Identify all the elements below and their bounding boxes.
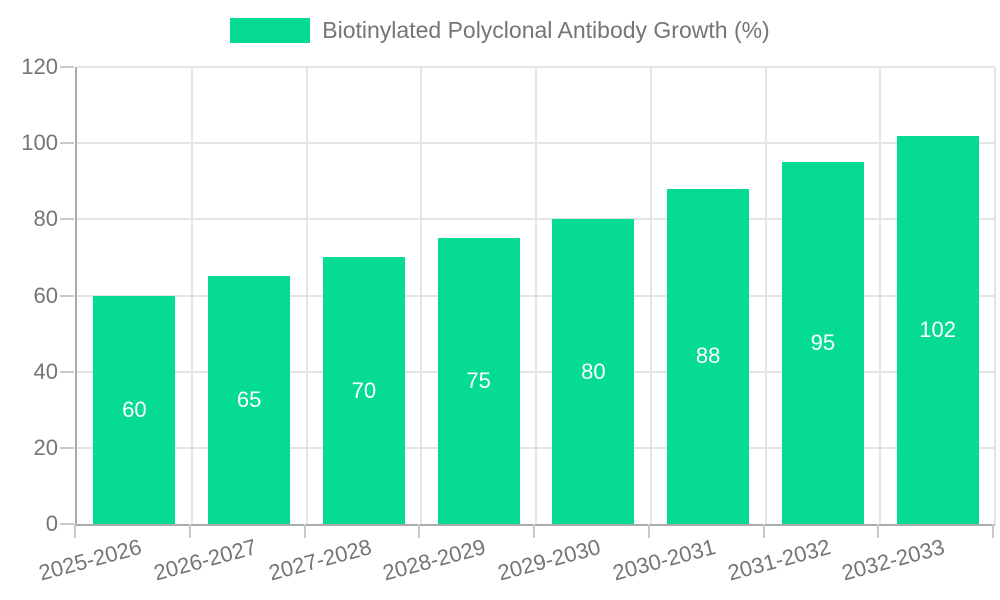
bar-value-label: 102 — [919, 316, 956, 342]
gridline-vertical — [764, 67, 767, 524]
y-axis-tick-mark — [60, 218, 74, 221]
gridline-vertical — [190, 67, 193, 524]
y-axis-tick-label: 0 — [45, 511, 58, 536]
bar[interactable]: 95 — [781, 162, 864, 524]
x-axis-tick-mark — [188, 524, 191, 538]
bar[interactable]: 80 — [552, 219, 635, 524]
plot-area: 60 65 70 75 80 88 95 102 — [75, 66, 996, 526]
bar-value-label: 95 — [810, 330, 836, 356]
x-axis-tick-mark — [418, 524, 421, 538]
y-axis-tick-label: 80 — [33, 206, 58, 232]
legend[interactable]: Biotinylated Polyclonal Antibody Growth … — [0, 17, 1000, 44]
y-axis-tick-mark — [60, 142, 74, 145]
y-axis-tick-mark — [60, 66, 74, 68]
x-axis-tick-label: 2027-2028 — [265, 534, 374, 586]
y-axis-tick-label: 60 — [33, 282, 58, 308]
gridline-vertical — [879, 67, 882, 524]
gridline-vertical — [420, 67, 423, 524]
x-axis-tick-mark — [533, 524, 535, 538]
bar-value-label: 60 — [122, 396, 147, 422]
bar[interactable]: 70 — [322, 257, 405, 524]
x-axis-tick-label: 2032-2033 — [839, 534, 948, 586]
bar-value-label: 80 — [581, 358, 606, 384]
x-axis-tick-mark — [303, 524, 306, 538]
y-axis-tick-label: 100 — [21, 130, 58, 156]
x-axis-tick-mark — [992, 524, 994, 538]
y-axis-tick-mark — [60, 446, 74, 449]
y-axis-tick-mark — [60, 370, 74, 373]
x-axis-tick-label: 2031-2032 — [724, 534, 833, 586]
y-axis-tick-label: 20 — [33, 434, 58, 460]
bar[interactable]: 60 — [93, 295, 176, 524]
gridline-vertical — [649, 67, 652, 524]
gridline-vertical — [535, 67, 537, 524]
y-axis-tick-mark — [60, 294, 74, 297]
bar-value-label: 70 — [351, 377, 377, 403]
gridline-vertical — [994, 67, 996, 524]
x-axis-tick-label: 2030-2031 — [609, 534, 719, 586]
legend-swatch — [230, 18, 311, 43]
bar[interactable]: 65 — [208, 276, 291, 524]
x-axis-tick-label: 2025-2026 — [36, 534, 145, 586]
x-axis-tick-mark — [877, 524, 880, 538]
y-axis-tick-label: 120 — [21, 54, 58, 79]
bar-value-label: 65 — [236, 387, 262, 413]
x-axis-tick-label: 2029-2030 — [495, 534, 604, 586]
x-axis-tick-mark — [647, 524, 650, 538]
bar[interactable]: 88 — [667, 188, 750, 524]
gridline-vertical — [305, 67, 308, 524]
x-axis-tick-label: 2028-2029 — [380, 534, 489, 586]
bar[interactable]: 102 — [896, 135, 979, 524]
x-axis-tick-mark — [762, 524, 765, 538]
legend-label: Biotinylated Polyclonal Antibody Growth … — [322, 17, 770, 43]
y-axis-tick-mark — [60, 523, 74, 525]
bar-value-label: 75 — [466, 368, 491, 394]
y-axis-tick-label: 40 — [33, 358, 58, 384]
x-axis-tick-mark — [74, 524, 76, 538]
bar-value-label: 88 — [695, 343, 721, 369]
x-axis-tick-label: 2026-2027 — [150, 534, 260, 586]
bar[interactable]: 75 — [437, 238, 520, 524]
